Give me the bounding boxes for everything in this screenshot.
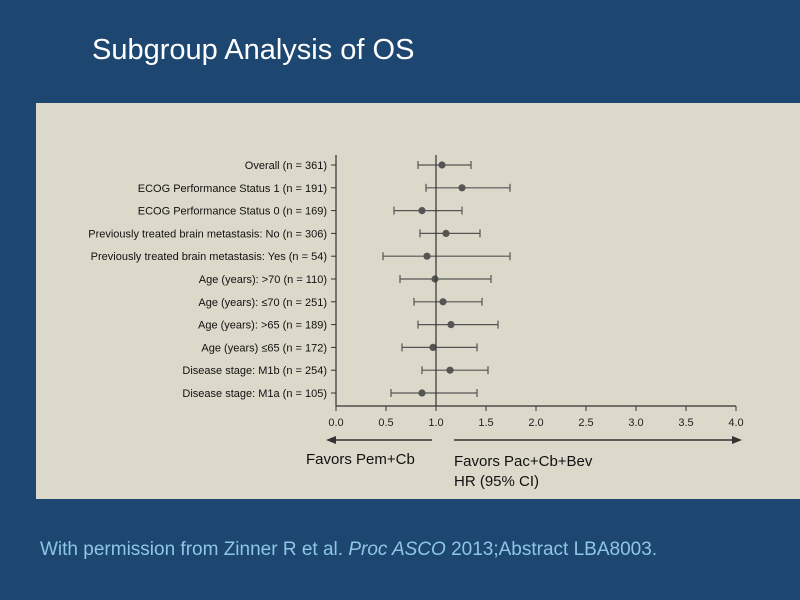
hr-point [431,275,439,283]
row-label: Age (years): >70 (n = 110) [199,274,327,286]
favors-left-arrowhead [326,436,336,444]
ci-row [425,183,511,192]
hr-point [442,229,450,237]
row-label: Previously treated brain metastasis: Yes… [91,251,327,263]
ci-row [421,366,489,375]
x-tick-label: 0.5 [378,417,393,429]
ci-row [390,389,478,397]
row-label: Age (years): >65 (n = 189) [198,320,327,332]
x-axis-label: HR (95% CI) [454,473,539,490]
x-tick-label: 3.5 [678,417,693,429]
ci-row [417,320,499,329]
ci-row [393,206,463,215]
slide-title: Subgroup Analysis of OS [92,34,415,66]
favors-right-label: Favors Pac+Cb+Bev [454,453,593,470]
row-label: Previously treated brain metastasis: No … [88,228,327,240]
x-tick-label: 2.0 [528,417,543,429]
ci-row [399,275,492,283]
hr-point [447,321,455,329]
row-label: ECOG Performance Status 1 (n = 191) [138,183,327,195]
row-label: Age (years): ≤70 (n = 251) [198,297,327,309]
row-label: ECOG Performance Status 0 (n = 169) [138,206,327,218]
hr-point [418,207,426,215]
row-label: Overall (n = 361) [245,160,327,172]
hr-point [429,343,437,351]
x-tick-label: 3.0 [628,417,643,429]
ci-row [401,343,478,352]
x-tick-label: 1.0 [428,417,443,429]
ci-row [413,297,483,306]
row-label: Disease stage: M1b (n = 254) [182,365,327,377]
citation-reference: 2013;Abstract LBA8003. [445,539,658,560]
favors-right-arrowhead [732,436,742,444]
hr-point [458,184,466,192]
hr-point [438,161,446,169]
favors-left-label: Favors Pem+Cb [306,451,415,468]
ci-row [382,252,511,261]
x-tick-label: 4.0 [728,417,743,429]
forest-plot: Overall (n = 361) ECOG Performance Status… [88,155,744,490]
citation-text: With permission from Zinner R et al. [40,539,349,560]
chart-panel: Overall (n = 361) ECOG Performance Status… [36,103,800,499]
hr-point [446,366,454,374]
hr-point [439,298,447,306]
x-tick-label: 1.5 [478,417,493,429]
row-label: Disease stage: M1a (n = 105) [182,388,327,400]
hr-point [423,252,431,260]
citation: With permission from Zinner R et al. Pro… [40,539,657,561]
x-tick-label: 0.0 [328,417,343,429]
row-label: Age (years) ≤65 (n = 172) [201,342,327,354]
citation-journal: Proc ASCO [348,539,446,560]
hr-point [418,389,426,397]
ci-row [417,161,472,169]
ci-row [419,229,481,238]
x-tick-label: 2.5 [578,417,593,429]
